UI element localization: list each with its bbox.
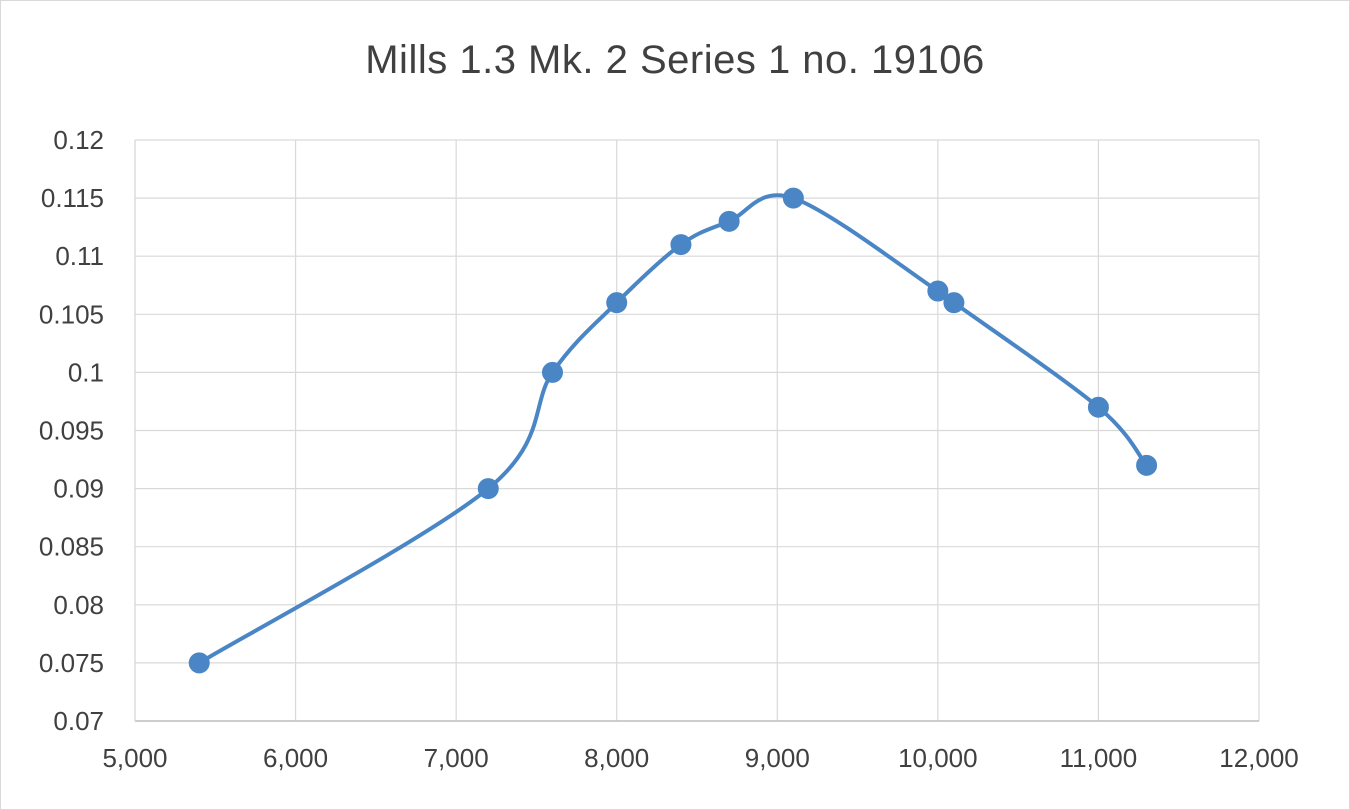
- x-tick-label: 10,000: [898, 743, 978, 773]
- x-tick-labels: 5,000 6,000 7,000 8,000 9,000 10,000 11,000 12,…: [102, 743, 1298, 773]
- gridlines: [134, 139, 1260, 722]
- y-tick-label: 0.08: [53, 590, 104, 620]
- y-tick-label: 0.11: [55, 241, 104, 271]
- data-point: [670, 234, 692, 256]
- y-tick-label: 0.085: [39, 532, 104, 562]
- y-tick-label: 0.07: [53, 706, 104, 736]
- data-point: [782, 187, 804, 209]
- data-point: [1136, 454, 1158, 476]
- data-point: [1087, 396, 1109, 418]
- y-tick-labels: 0.07 0.075 0.08 0.085 0.09 0.095 0.1 0.105 0.11 0…: [39, 125, 104, 736]
- y-tick-label: 0.12: [53, 125, 104, 155]
- data-point: [718, 210, 740, 232]
- x-tick-label: 11,000: [1060, 743, 1138, 773]
- x-tick-label: 6,000: [263, 743, 328, 773]
- y-tick-label: 0.1: [68, 357, 104, 387]
- y-tick-label: 0.075: [39, 648, 104, 678]
- axes: [134, 140, 1259, 722]
- data-point: [477, 478, 499, 500]
- data-point: [188, 652, 210, 674]
- x-tick-label: 9,000: [745, 743, 810, 773]
- chart-title: Mills 1.3 Mk. 2 Series 1 no. 19106: [365, 38, 985, 82]
- data-point: [927, 280, 949, 302]
- data-point: [606, 292, 628, 314]
- y-tick-label: 0.095: [39, 416, 104, 446]
- series-layer: [188, 187, 1158, 674]
- x-tick-label: 5,000: [102, 743, 167, 773]
- data-point: [943, 292, 965, 314]
- data-point: [541, 361, 563, 383]
- y-tick-label: 0.09: [53, 474, 104, 504]
- x-tick-label: 12,000: [1219, 743, 1299, 773]
- x-tick-label: 8,000: [584, 743, 649, 773]
- series-line: [197, 193, 1149, 665]
- x-tick-label: 7,000: [424, 743, 489, 773]
- y-tick-label: 0.105: [39, 299, 104, 329]
- y-tick-label: 0.115: [41, 183, 104, 213]
